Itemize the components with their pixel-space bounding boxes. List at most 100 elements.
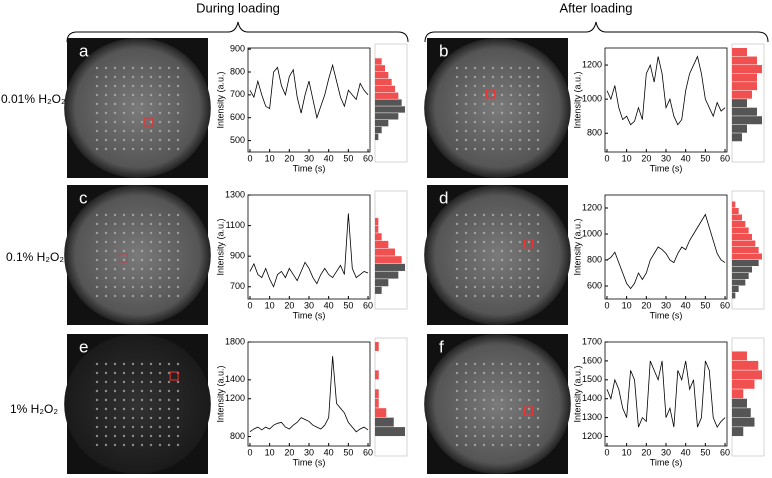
micro-dot [104, 120, 108, 124]
micro-dot [482, 416, 486, 420]
micro-dot [95, 380, 99, 384]
micro-dot [122, 75, 126, 79]
micro-dot [500, 380, 504, 384]
intensity-trace [249, 356, 369, 433]
micro-dot [149, 93, 153, 97]
micro-dot [482, 66, 486, 70]
micro-dot [464, 285, 468, 289]
micro-dot [500, 416, 504, 420]
micro-dot [509, 294, 513, 298]
x-tick-label: 50 [343, 447, 353, 457]
micro-dot [122, 258, 126, 262]
x-tick-label: 20 [641, 300, 651, 310]
micro-dot [473, 240, 477, 244]
hist-bar [732, 221, 746, 227]
micro-dot [518, 75, 522, 79]
micro-dot [149, 102, 153, 106]
micro-dot [149, 416, 153, 420]
hist-bar [732, 107, 757, 116]
micro-dot [176, 285, 180, 289]
micro-dot [473, 258, 477, 262]
micro-dot [176, 258, 180, 262]
micro-dot [518, 66, 522, 70]
micro-dot [167, 93, 171, 97]
x-tick-label: 60 [363, 447, 373, 457]
micro-dot [491, 416, 495, 420]
micro-dot [176, 294, 180, 298]
micro-dot [536, 93, 540, 97]
micro-dot [113, 407, 117, 411]
micro-dot [455, 362, 459, 366]
micro-dot [113, 84, 117, 88]
micro-dot [464, 93, 468, 97]
micro-dot [518, 249, 522, 253]
hist-bar [732, 273, 749, 279]
micro-dot [140, 425, 144, 429]
micro-dot [167, 416, 171, 420]
micro-dot [455, 267, 459, 271]
micro-dot [176, 407, 180, 411]
micro-dot [167, 362, 171, 366]
micro-dot [140, 267, 144, 271]
micro-dot [95, 425, 99, 429]
micro-dot [158, 425, 162, 429]
micro-dot [527, 434, 531, 438]
micro-dot [518, 147, 522, 151]
x-tick-label: 40 [681, 300, 691, 310]
micro-dot [509, 66, 513, 70]
micro-dot [95, 389, 99, 393]
micro-dot [473, 213, 477, 217]
micro-dot [491, 213, 495, 217]
micro-dot [104, 425, 108, 429]
micro-dot [140, 249, 144, 253]
plot-frame [604, 47, 728, 153]
micro-dot [122, 398, 126, 402]
micro-dot [509, 147, 513, 151]
x-axis-label: Time (s) [293, 163, 326, 173]
row-label: 0.1% H₂O₂ [6, 250, 64, 264]
intensity-trace [249, 213, 369, 288]
micro-dot [122, 111, 126, 115]
micro-dot [104, 240, 108, 244]
micro-dot [104, 93, 108, 97]
micro-dot [464, 407, 468, 411]
x-tick-label: 30 [661, 300, 671, 310]
micro-dot [473, 371, 477, 375]
micro-dot [464, 443, 468, 447]
micro-dot [131, 285, 135, 289]
panel-letter: b [439, 41, 448, 60]
roi-box [524, 239, 534, 249]
micro-dot [176, 147, 180, 151]
micro-dot [491, 425, 495, 429]
micro-dot [527, 120, 531, 124]
micro-dot [158, 276, 162, 280]
micro-dot [140, 443, 144, 447]
micro-dot [527, 443, 531, 447]
hist-bar [375, 72, 389, 79]
micro-dot [464, 111, 468, 115]
micro-dot [140, 362, 144, 366]
micro-dot [455, 443, 459, 447]
micro-dot [527, 102, 531, 106]
micro-dot [131, 389, 135, 393]
micro-dot [113, 362, 117, 366]
micro-dot [482, 240, 486, 244]
micro-dot [140, 407, 144, 411]
micrograph-field [424, 334, 571, 474]
micro-dot [131, 240, 135, 244]
x-tick-label: 0 [247, 447, 252, 457]
micro-dot [464, 362, 468, 366]
micro-dot [491, 120, 495, 124]
micro-dot [122, 120, 126, 124]
micro-dot [518, 111, 522, 115]
micro-dot [473, 111, 477, 115]
micro-dot [491, 231, 495, 235]
hist-bar [375, 342, 379, 351]
micro-dot [122, 443, 126, 447]
micro-dot [158, 138, 162, 142]
micro-dot [95, 249, 99, 253]
micro-dot [464, 84, 468, 88]
hist-bar [732, 201, 736, 208]
micro-dot [176, 425, 180, 429]
